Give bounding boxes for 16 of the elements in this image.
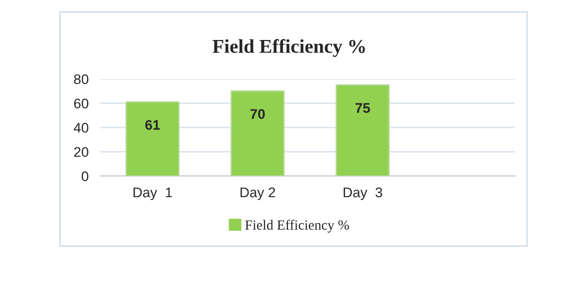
x-tick-label: Day 1 [134, 188, 172, 200]
bar [336, 84, 390, 176]
y-tick-label: 60 [74, 98, 88, 108]
bar [230, 90, 285, 176]
chart-title: Field Efficiency % [212, 39, 365, 57]
x-tick-label: Day 2 [240, 187, 276, 200]
y-tick-label: 20 [74, 147, 88, 157]
data-label: 61 [145, 120, 160, 130]
x-tick-label: Day 3 [344, 187, 382, 200]
legend-label: Field Efficiency % [245, 220, 349, 233]
data-label: 70 [250, 109, 265, 119]
y-tick-label: 40 [74, 122, 88, 133]
bar [126, 101, 180, 176]
y-tick-label: 0 [82, 171, 88, 182]
y-tick-label: 80 [74, 74, 88, 84]
data-label: 75 [356, 103, 370, 113]
